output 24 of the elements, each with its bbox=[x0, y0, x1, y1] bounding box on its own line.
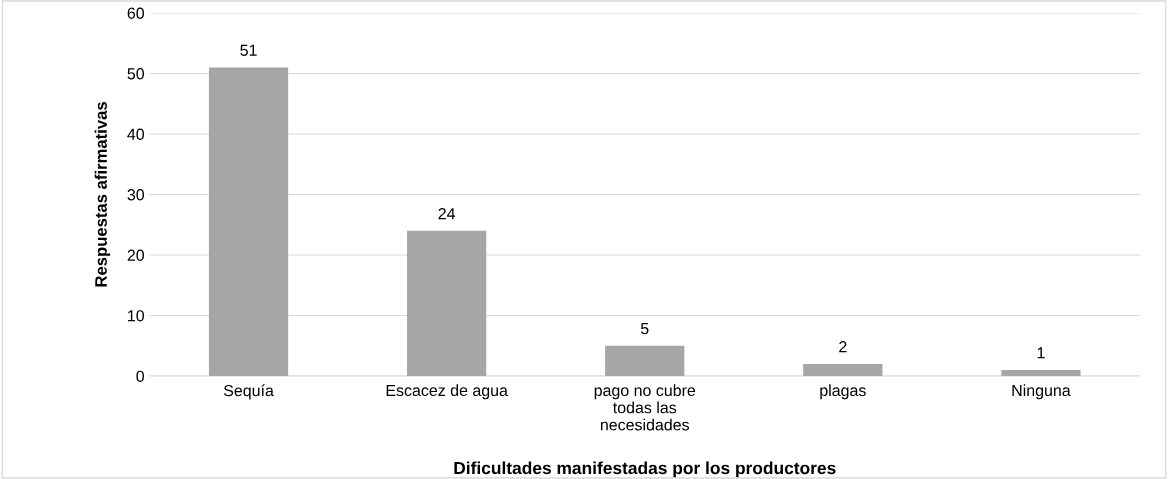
x-tick-label: pago no cubre todas las necesidades bbox=[594, 384, 696, 431]
data-label: 51 bbox=[240, 44, 257, 56]
data-label: 1 bbox=[1037, 347, 1045, 359]
y-tick-label: 60 bbox=[127, 7, 145, 19]
data-label: 24 bbox=[438, 207, 456, 220]
bar bbox=[208, 67, 289, 377]
x-tick-label: Sequía bbox=[223, 384, 274, 400]
x-axis-title: Dificultades manifestadas por los productores bbox=[454, 461, 836, 478]
x-tick-label: Escacez de agua bbox=[386, 384, 508, 400]
y-tick-label: 0 bbox=[136, 370, 145, 382]
bar bbox=[407, 230, 487, 377]
y-tick-label: 50 bbox=[127, 68, 145, 80]
y-tick-label: 40 bbox=[127, 128, 145, 140]
x-tick-label: plagas bbox=[820, 384, 866, 400]
y-tick-label: 10 bbox=[128, 310, 145, 322]
y-axis-title: Respuestas afirmativas bbox=[94, 102, 111, 287]
bar bbox=[803, 363, 883, 377]
bar bbox=[1001, 369, 1081, 377]
data-label: 5 bbox=[640, 323, 649, 335]
bar bbox=[605, 345, 685, 377]
x-tick-label: Ninguna bbox=[1012, 384, 1071, 400]
y-tick-label: 30 bbox=[127, 189, 145, 201]
y-tick-label: 20 bbox=[127, 249, 145, 261]
data-label: 2 bbox=[839, 341, 847, 353]
